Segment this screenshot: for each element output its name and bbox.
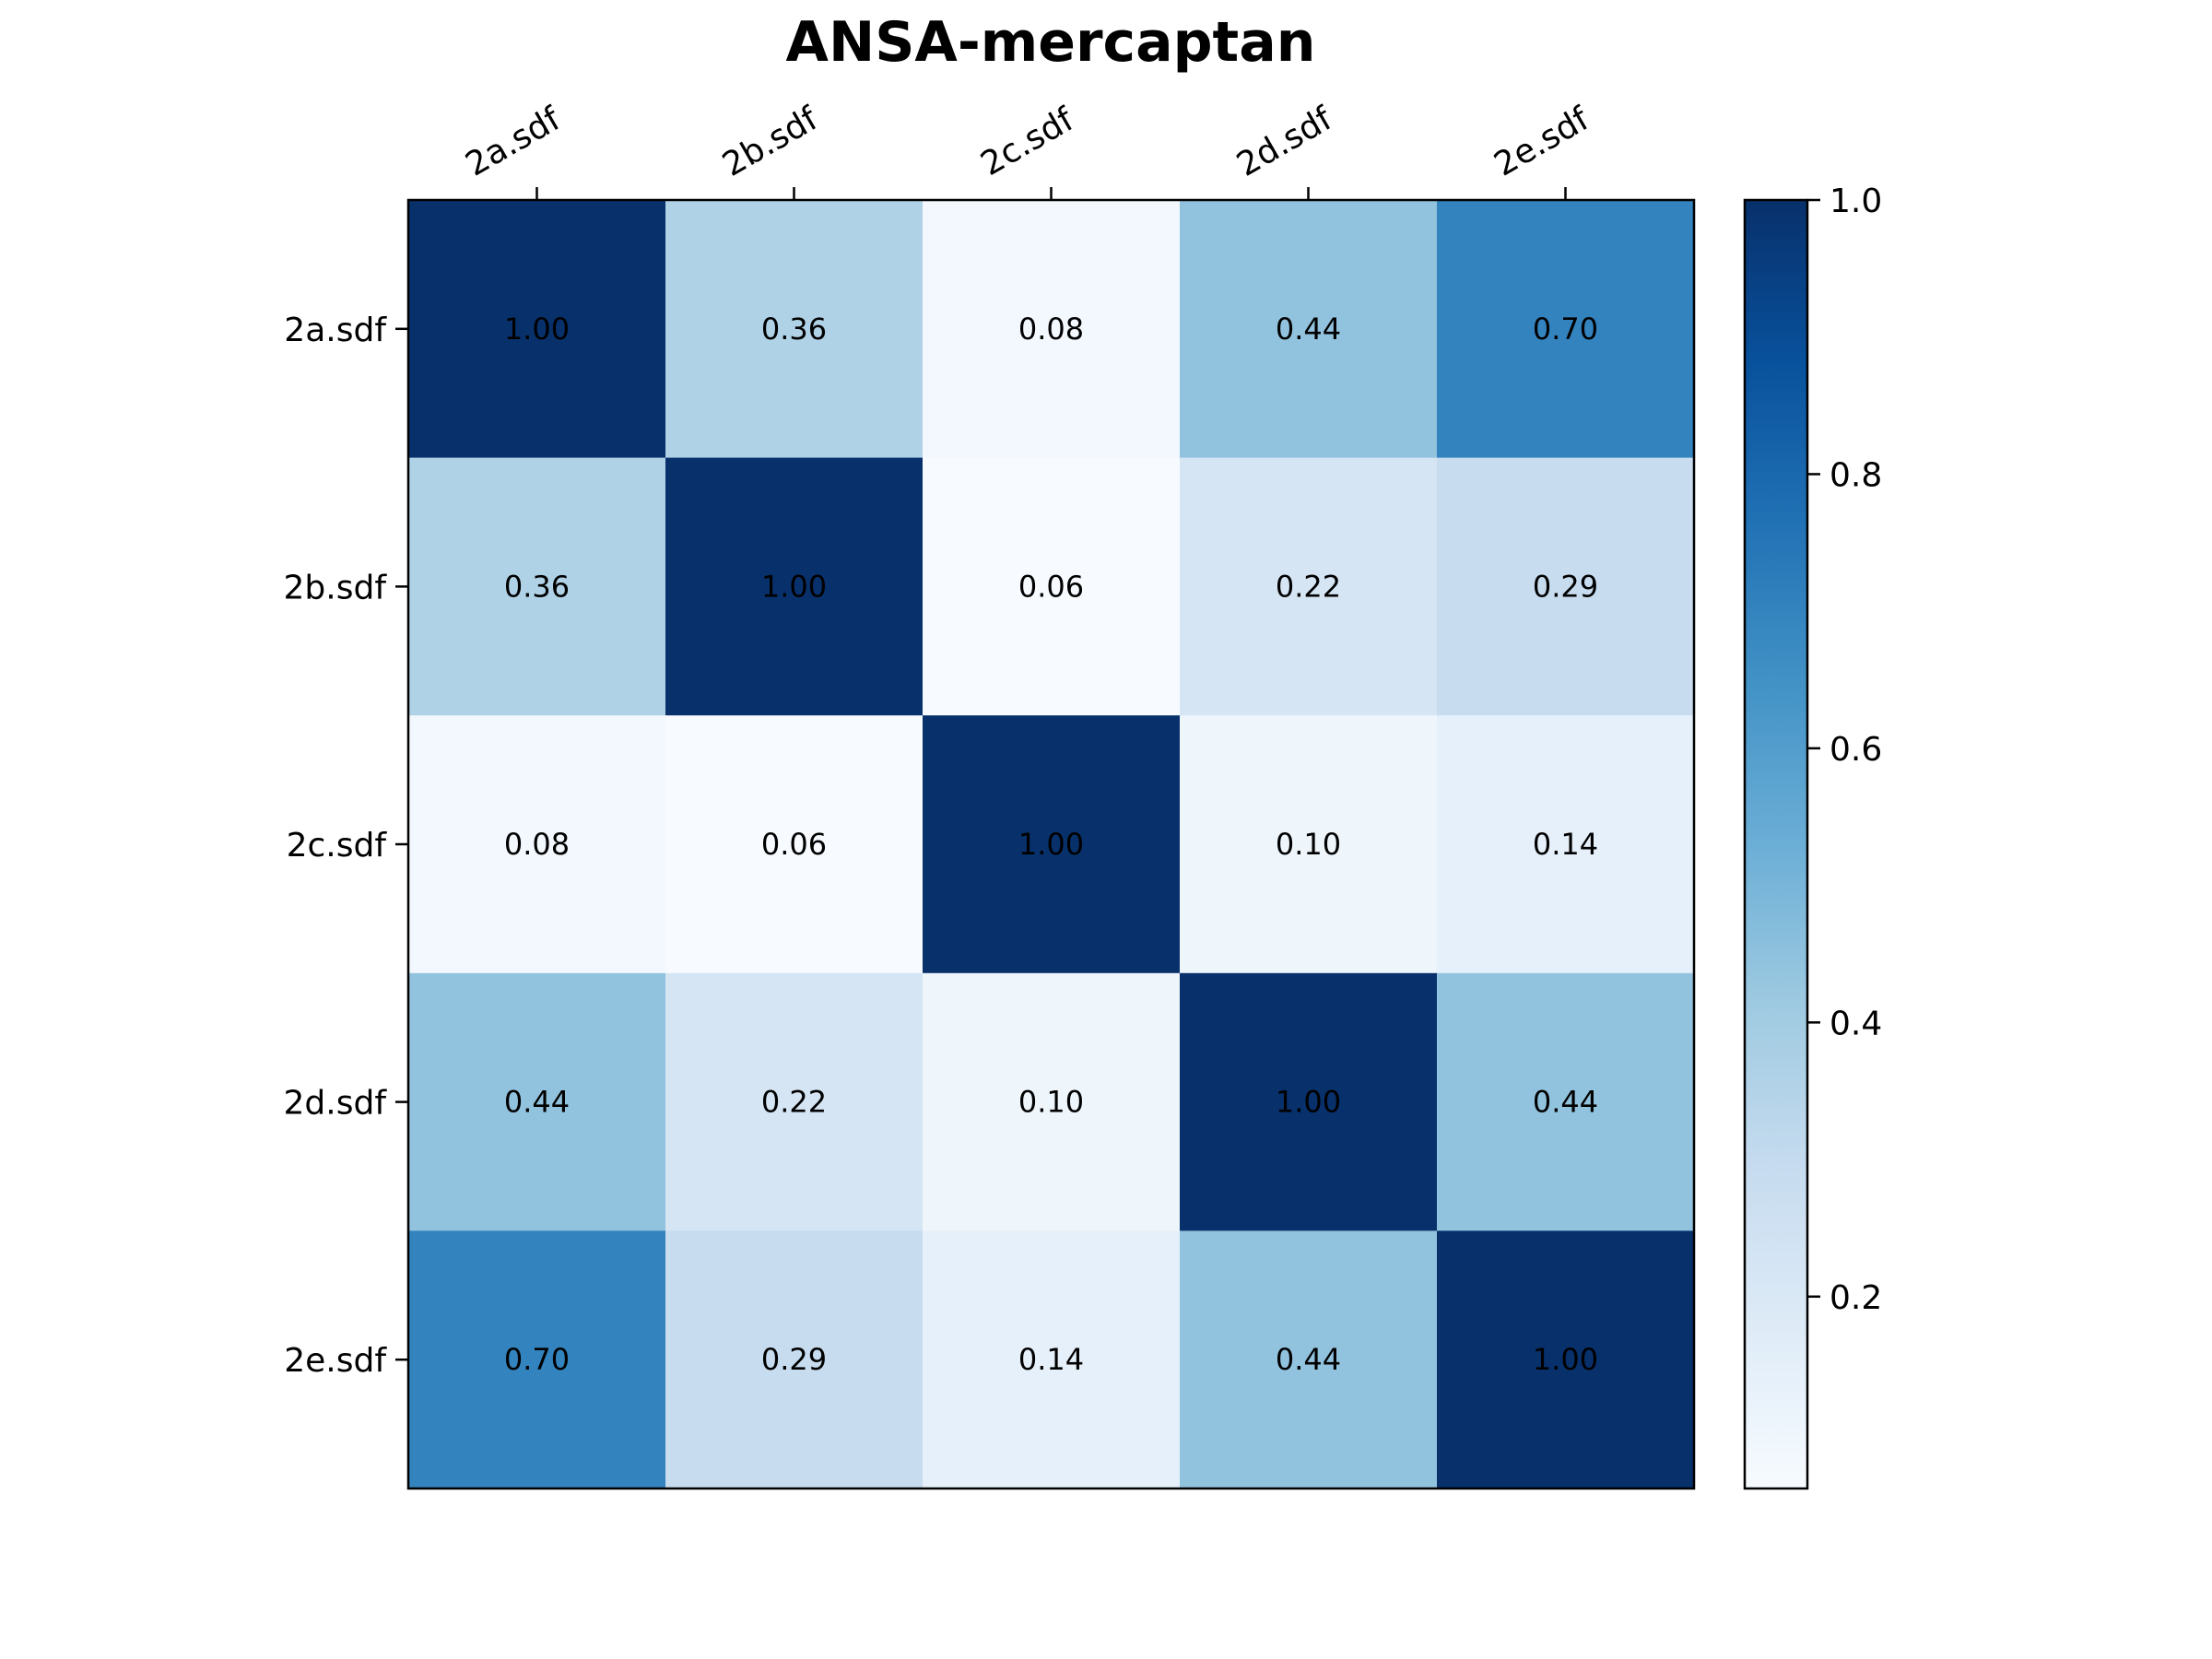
cell-value-label: 0.10 xyxy=(1276,827,1341,862)
cell-value-label: 1.00 xyxy=(1533,1342,1598,1377)
cell-value-label: 1.00 xyxy=(1018,827,1084,862)
heatmap-cell xyxy=(665,1230,924,1489)
heatmap-cell xyxy=(1180,1230,1438,1489)
cell-value-label: 0.70 xyxy=(1533,312,1598,347)
cell-value-label: 0.22 xyxy=(1276,569,1341,604)
heatmap-cell xyxy=(1180,715,1438,974)
heatmap-cell xyxy=(1437,1230,1695,1489)
y-tick-label-2d-sdf: 2d.sdf xyxy=(284,1085,388,1123)
cell-value-label: 0.22 xyxy=(761,1085,827,1120)
x-tick-label-2b-sdf: 2b.sdf xyxy=(716,100,825,184)
heatmap-cell xyxy=(1437,972,1695,1231)
heatmap-cell xyxy=(665,715,924,974)
x-tick-label-2d-sdf: 2d.sdf xyxy=(1230,100,1339,184)
colorbar-tick-label: 0.8 xyxy=(1830,456,1882,494)
cell-value-label: 0.36 xyxy=(761,312,827,347)
heatmap-cell xyxy=(923,1230,1181,1489)
colorbar-tick-label: 0.6 xyxy=(1830,731,1882,769)
colorbar-tick-label: 0.2 xyxy=(1830,1279,1882,1317)
heatmap-cell xyxy=(1437,715,1695,974)
x-tick-label-2c-sdf: 2c.sdf xyxy=(975,100,1082,183)
heatmap-cell xyxy=(408,972,666,1231)
heatmap-cell xyxy=(408,1230,666,1489)
cell-value-label: 0.10 xyxy=(1018,1085,1084,1120)
heatmap-cell xyxy=(408,200,666,459)
cell-value-label: 0.36 xyxy=(504,569,570,604)
cell-value-label: 0.08 xyxy=(504,827,570,862)
y-tick-label-2a-sdf: 2a.sdf xyxy=(284,312,387,349)
colorbar: 0.2 0.4 0.6 0.8 1.0 xyxy=(1743,182,1882,1490)
colorbar-tick-label: 0.4 xyxy=(1830,1005,1882,1042)
y-axis-ticks: 2a.sdf 2b.sdf 2c.sdf 2d.sdf 2e.sdf xyxy=(284,312,408,1380)
x-tick-label-2a-sdf: 2a.sdf xyxy=(460,100,569,184)
cell-value-label: 0.44 xyxy=(1276,1342,1341,1377)
y-tick-label-2c-sdf: 2c.sdf xyxy=(287,827,388,865)
x-tick-label-2e-sdf: 2e.sdf xyxy=(1488,100,1597,184)
cell-value-label: 0.14 xyxy=(1018,1342,1084,1377)
heatmap-cell xyxy=(923,200,1181,459)
heatmap-cell xyxy=(408,457,666,716)
y-tick-label-2b-sdf: 2b.sdf xyxy=(284,569,388,606)
cell-value-label: 0.70 xyxy=(504,1342,570,1377)
heatmap-cell xyxy=(1180,200,1438,459)
heatmap-cell xyxy=(1437,457,1695,716)
cell-value-label: 0.29 xyxy=(1533,569,1598,604)
y-tick-label-2e-sdf: 2e.sdf xyxy=(284,1342,387,1380)
heatmap-cell xyxy=(1437,200,1695,459)
cell-value-label: 0.06 xyxy=(761,827,827,862)
colorbar-scale xyxy=(1743,198,1809,1490)
heatmap-cell xyxy=(408,715,666,974)
heatmap-cell xyxy=(1180,457,1438,716)
cell-value-label: 1.00 xyxy=(761,569,827,604)
cell-value-label: 0.14 xyxy=(1533,827,1598,862)
cell-value-label: 1.00 xyxy=(504,312,570,347)
x-axis-ticks: 2a.sdf 2b.sdf 2c.sdf 2d.sdf 2e.sdf xyxy=(460,100,1597,200)
heatmap-cells xyxy=(408,200,1695,1489)
cell-value-label: 0.29 xyxy=(761,1342,827,1377)
chart-title: ANSA-mercaptan xyxy=(786,10,1316,75)
heatmap-cell-labels: 1.00 0.36 0.08 0.44 0.70 0.36 1.00 0.06 0.22 0.29… xyxy=(504,312,1598,1377)
cell-value-label: 0.08 xyxy=(1018,312,1084,347)
heatmap-cell xyxy=(665,972,924,1231)
heatmap-cell xyxy=(1180,972,1438,1231)
cell-value-label: 1.00 xyxy=(1276,1085,1341,1120)
heatmap-cell xyxy=(665,457,924,716)
heatmap-cell xyxy=(665,200,924,459)
cell-value-label: 0.06 xyxy=(1018,569,1084,604)
cell-value-label: 0.44 xyxy=(1276,312,1341,347)
heatmap-cell xyxy=(923,972,1181,1231)
heatmap-cell xyxy=(923,715,1181,974)
cell-value-label: 0.44 xyxy=(504,1085,570,1120)
heatmap-cell xyxy=(923,457,1181,716)
cell-value-label: 0.44 xyxy=(1533,1085,1598,1120)
colorbar-tick-label: 1.0 xyxy=(1830,182,1882,220)
